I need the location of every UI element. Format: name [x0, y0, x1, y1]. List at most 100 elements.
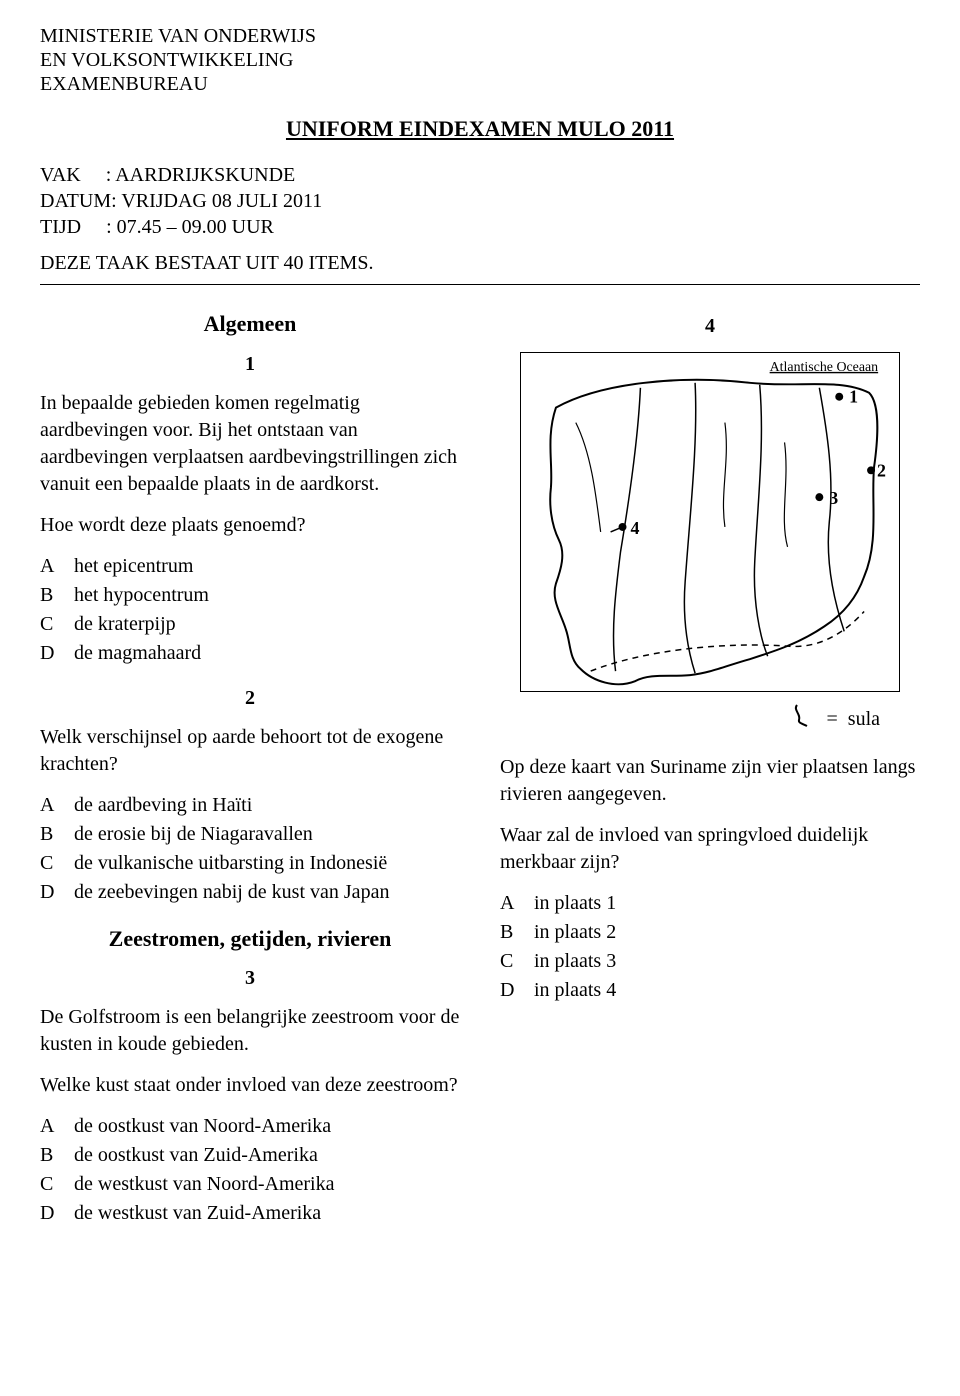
choice-letter: A — [40, 553, 62, 580]
map-marker-4-dot — [619, 523, 627, 531]
q1-choices: Ahet epicentrum Bhet hypocentrum Cde kra… — [40, 553, 460, 667]
map-marker-2-label: 2 — [877, 460, 886, 480]
q1-choice-a: Ahet epicentrum — [40, 553, 460, 580]
q4-choice-b: Bin plaats 2 — [500, 919, 920, 946]
choice-letter: B — [40, 1142, 62, 1169]
choice-letter: D — [40, 640, 62, 667]
choice-letter: A — [500, 890, 522, 917]
choice-letter: D — [40, 1200, 62, 1227]
legend-eq: = — [827, 706, 838, 733]
q1-choice-d: Dde magmahaard — [40, 640, 460, 667]
choice-text: in plaats 2 — [534, 919, 616, 946]
legend-label: sula — [848, 706, 880, 733]
choice-letter: C — [40, 850, 62, 877]
choice-text: de zeebevingen nabij de kust van Japan — [74, 879, 389, 906]
q3-prompt: Welke kust staat onder invloed van deze … — [40, 1072, 460, 1099]
q1-number: 1 — [40, 351, 460, 378]
suriname-map: Atlantische Oceaan 1 — [520, 352, 900, 692]
left-column: Algemeen 1 In bepaalde gebieden komen re… — [40, 301, 460, 1245]
q4-choice-d: Din plaats 4 — [500, 977, 920, 1004]
choice-letter: C — [500, 948, 522, 975]
choice-letter: B — [40, 582, 62, 609]
river-trib-1 — [576, 423, 601, 532]
meta-vak-label: VAK — [40, 164, 81, 186]
exam-title: UNIFORM EINDEXAMEN MULO 2011 — [40, 116, 920, 142]
q2-choice-d: Dde zeebevingen nabij de kust van Japan — [40, 879, 460, 906]
choice-text: in plaats 3 — [534, 948, 616, 975]
meta-tijd-value: : 07.45 – 09.00 UUR — [106, 216, 274, 238]
page: MINISTERIE VAN ONDERWIJS EN VOLKSONTWIKK… — [0, 0, 960, 1396]
choice-letter: D — [40, 879, 62, 906]
meta-tijd: TIJD : 07.45 – 09.00 UUR — [40, 214, 920, 240]
header-line-3: EXAMENBUREAU — [40, 72, 920, 96]
q2-prompt: Welk verschijnsel op aarde behoort tot d… — [40, 724, 460, 778]
q2-choice-b: Bde erosie bij de Niagaravallen — [40, 821, 460, 848]
meta-tijd-label: TIJD — [40, 216, 81, 238]
choice-text: de westkust van Noord-Amerika — [74, 1171, 335, 1198]
q2-choices: Ade aardbeving in Haïti Bde erosie bij d… — [40, 792, 460, 906]
q1-body: In bepaalde gebieden komen regelmatig aa… — [40, 390, 460, 498]
map-marker-3-dot — [815, 493, 823, 501]
choice-text: de oostkust van Noord-Amerika — [74, 1113, 331, 1140]
choice-letter: C — [40, 611, 62, 638]
q4-choice-c: Cin plaats 3 — [500, 948, 920, 975]
meta-datum-label: DATUM — [40, 190, 111, 212]
q4-choice-a: Ain plaats 1 — [500, 890, 920, 917]
river-3 — [754, 385, 767, 656]
q3-choice-d: Dde westkust van Zuid-Amerika — [40, 1200, 460, 1227]
header-line-2: EN VOLKSONTWIKKELING — [40, 48, 920, 72]
q3-number: 3 — [40, 965, 460, 992]
meta-items-note: DEZE TAAK BESTAAT UIT 40 ITEMS. — [40, 250, 920, 276]
choice-text: de kraterpijp — [74, 611, 176, 638]
columns: Algemeen 1 In bepaalde gebieden komen re… — [40, 301, 920, 1245]
ministry-header: MINISTERIE VAN ONDERWIJS EN VOLKSONTWIKK… — [40, 24, 920, 96]
q3-choice-a: Ade oostkust van Noord-Amerika — [40, 1113, 460, 1140]
q3-choices: Ade oostkust van Noord-Amerika Bde oostk… — [40, 1113, 460, 1227]
meta-vak-value: : AARDRIJKSKUNDE — [106, 164, 295, 186]
divider — [40, 284, 920, 285]
choice-text: de vulkanische uitbarsting in Indonesië — [74, 850, 387, 877]
choice-letter: A — [40, 792, 62, 819]
map-marker-1-dot — [835, 393, 843, 401]
choice-text: de oostkust van Zuid-Amerika — [74, 1142, 318, 1169]
map-legend: = sula — [500, 702, 920, 736]
choice-letter: B — [40, 821, 62, 848]
q2-choice-a: Ade aardbeving in Haïti — [40, 792, 460, 819]
q4-number: 4 — [500, 313, 920, 340]
map-svg: Atlantische Oceaan 1 — [521, 353, 899, 691]
q1-prompt: Hoe wordt deze plaats genoemd? — [40, 512, 460, 539]
choice-letter: C — [40, 1171, 62, 1198]
meta-vak: VAK : AARDRIJKSKUNDE — [40, 162, 920, 188]
q4-body1: Op deze kaart van Suriname zijn vier pla… — [500, 754, 920, 808]
sula-icon — [787, 702, 817, 736]
exam-meta: VAK : AARDRIJKSKUNDE DATUM: VRIJDAG 08 J… — [40, 162, 920, 276]
choice-text: de erosie bij de Niagaravallen — [74, 821, 313, 848]
q1-choice-c: Cde kraterpijp — [40, 611, 460, 638]
meta-datum: DATUM: VRIJDAG 08 JULI 2011 — [40, 188, 920, 214]
choice-text: de aardbeving in Haïti — [74, 792, 252, 819]
river-4 — [819, 388, 844, 632]
choice-letter: A — [40, 1113, 62, 1140]
choice-text: de magmahaard — [74, 640, 201, 667]
river-trib-2 — [723, 423, 726, 527]
choice-letter: D — [500, 977, 522, 1004]
right-column: 4 Atlantische Oceaan — [500, 301, 920, 1245]
map-marker-4-label: 4 — [630, 518, 639, 538]
q2-choice-c: Cde vulkanische uitbarsting in Indonesië — [40, 850, 460, 877]
section-zeestromen: Zeestromen, getijden, rivieren — [40, 924, 460, 954]
section-algemeen: Algemeen — [40, 309, 460, 339]
ocean-label-text: Atlantische Oceaan — [770, 360, 879, 375]
choice-letter: B — [500, 919, 522, 946]
meta-datum-value: : VRIJDAG 08 JULI 2011 — [111, 190, 322, 212]
q4-choices: Ain plaats 1 Bin plaats 2 Cin plaats 3 D… — [500, 890, 920, 1004]
river-2 — [684, 383, 695, 673]
choice-text: in plaats 4 — [534, 977, 616, 1004]
map-marker-1-label: 1 — [849, 387, 858, 407]
q3-body: De Golfstroom is een belangrijke zeestro… — [40, 1004, 460, 1058]
header-line-1: MINISTERIE VAN ONDERWIJS — [40, 24, 920, 48]
choice-text: de westkust van Zuid-Amerika — [74, 1200, 321, 1227]
map-marker-3-label: 3 — [829, 488, 838, 508]
choice-text: in plaats 1 — [534, 890, 616, 917]
choice-text: het hypocentrum — [74, 582, 209, 609]
q3-choice-c: Cde westkust van Noord-Amerika — [40, 1171, 460, 1198]
